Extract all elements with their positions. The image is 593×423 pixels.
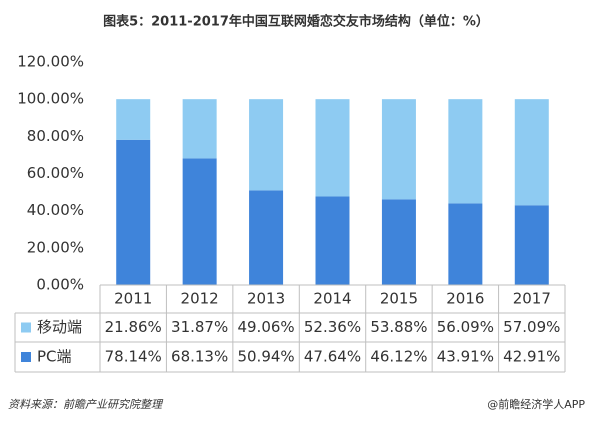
x-tick-label: 2016 [446,290,484,308]
bar-segment [182,99,217,159]
data-label: 52.36% [304,318,361,336]
bar-segment [381,199,416,285]
legend-swatch [21,322,31,333]
bar-segment [182,158,217,285]
bar-segment [514,205,549,285]
y-tick-label: 60.00% [27,164,84,182]
data-label: 47.64% [304,348,361,366]
bar-segment [116,139,151,285]
x-tick-label: 2013 [247,290,285,308]
bar-segment [249,99,284,191]
bar-segment [315,99,350,197]
y-tick-label: 80.00% [27,127,84,145]
x-tick-label: 2012 [181,290,219,308]
x-tick-label: 2014 [313,290,351,308]
legend-swatch [21,352,31,362]
bar-segment [448,203,483,285]
data-label: 49.06% [237,318,294,336]
y-tick-label: 120.00% [17,53,84,71]
data-label: 68.13% [171,348,228,366]
y-tick-label: 40.00% [27,201,84,219]
bar-segment [249,190,284,285]
y-tick-label: 100.00% [17,90,84,108]
x-tick-label: 2017 [513,290,551,308]
bar-segment [448,99,483,204]
bar-segment [514,99,549,206]
bar-segment [116,99,151,140]
y-tick-label: 20.00% [27,238,84,256]
data-label: 42.91% [503,348,560,366]
data-label: 78.14% [105,348,162,366]
source-note: 资料来源：前瞻产业研究院整理 [8,398,164,411]
legend-label: PC端 [37,348,72,366]
y-tick-label: 0.00% [36,276,84,294]
data-label: 50.94% [237,348,294,366]
data-label: 57.09% [503,318,560,336]
data-label: 56.09% [437,318,494,336]
data-label: 53.88% [370,318,427,336]
bar-segment [381,99,416,200]
bar-segment [315,196,350,285]
credit: @前瞻经济学人APP [487,397,585,411]
data-label: 46.12% [370,348,427,366]
data-label: 21.86% [105,318,162,336]
x-tick-label: 2011 [114,290,152,308]
data-label: 31.87% [171,318,228,336]
legend-label: 移动端 [37,318,82,336]
chart-title: 图表5：2011-2017年中国互联网婚恋交友市场结构（单位：%） [103,14,489,30]
x-tick-label: 2015 [380,290,418,308]
data-label: 43.91% [437,348,494,366]
